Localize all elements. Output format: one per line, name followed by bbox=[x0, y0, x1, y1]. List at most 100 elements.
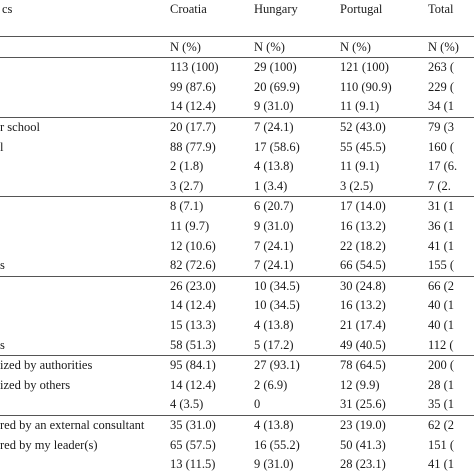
table-cell: 16 (13.2) bbox=[340, 219, 386, 234]
row-label: ized by authorities bbox=[0, 354, 168, 376]
table-row: ized by authorities 95 (84.1) 27 (93.1) 78 … bbox=[0, 354, 474, 376]
row-label: ized by others bbox=[0, 377, 71, 392]
table-cell: 8 (7.1) bbox=[168, 196, 252, 217]
row-label bbox=[0, 275, 168, 297]
table-cell: 28 (23.1) bbox=[340, 457, 386, 472]
table-cell: 4 (13.8) bbox=[252, 414, 338, 436]
unit-row: N (%) N (%) N (%) N (%) bbox=[0, 36, 474, 58]
table-cell: 4 (13.8) bbox=[254, 318, 294, 333]
table-cell: 52 (43.0) bbox=[338, 116, 426, 138]
row-label: r school bbox=[0, 116, 168, 138]
table-cell: 13 (11.5) bbox=[170, 457, 216, 472]
table-row: 3 (2.7) 1 (3.4) 3 (2.5) 7 (2. bbox=[0, 177, 474, 197]
table-row: ized by others 14 (12.4) 2 (6.9) 12 (9.9) 28… bbox=[0, 376, 474, 396]
table-row: 12 (10.6) 7 (24.1) 22 (18.2) 41 (1 bbox=[0, 236, 474, 256]
row-label bbox=[0, 56, 168, 78]
row-label: red by an external consultant bbox=[0, 414, 168, 436]
table-cell: 113 (100) bbox=[168, 56, 252, 78]
table-cell: 3 (2.7) bbox=[170, 178, 204, 193]
table-cell: 66 (54.5) bbox=[340, 258, 386, 273]
table-cell: 121 (100) bbox=[338, 56, 426, 78]
row-label: s bbox=[0, 258, 5, 273]
table-cell: 229 ( bbox=[428, 79, 455, 94]
table-cell: 50 (41.3) bbox=[340, 437, 386, 452]
table-cell: 78 (64.5) bbox=[338, 354, 426, 376]
table-row: 113 (100) 29 (100) 121 (100) 263 ( bbox=[0, 56, 474, 78]
row-label bbox=[0, 316, 168, 336]
row-label bbox=[0, 217, 168, 237]
table-row: red by my leader(s) 65 (57.5) 16 (55.2) 50 … bbox=[0, 435, 474, 455]
row-label bbox=[0, 78, 168, 98]
table-row: 99 (87.6) 20 (69.9) 110 (90.9) 229 ( bbox=[0, 78, 474, 98]
row-label bbox=[0, 196, 168, 217]
table-cell: 95 (84.1) bbox=[168, 354, 252, 376]
table-cell: 14 (12.4) bbox=[170, 99, 216, 114]
table-cell: 5 (17.2) bbox=[254, 337, 294, 352]
table-row: 14 (12.4) 10 (34.5) 16 (13.2) 40 (1 bbox=[0, 296, 474, 316]
column-header-total: Total bbox=[428, 2, 454, 16]
column-header-hungary: Hungary bbox=[254, 2, 298, 16]
unit-cell: N (%) bbox=[168, 36, 252, 58]
table-cell: 12 (10.6) bbox=[170, 238, 216, 253]
table-row: 14 (12.4) 9 (31.0) 11 (9.1) 34 (1 bbox=[0, 97, 474, 117]
table-cell: 10 (34.5) bbox=[252, 275, 338, 297]
table-row: s 82 (72.6) 7 (24.1) 66 (54.5) 155 ( bbox=[0, 256, 474, 276]
table-cell: 66 (2 bbox=[426, 275, 474, 297]
table-cell: 6 (20.7) bbox=[252, 196, 338, 217]
unit-stub bbox=[0, 36, 168, 58]
table-cell: 9 (31.0) bbox=[254, 219, 294, 234]
table-cell: 20 (69.9) bbox=[254, 79, 300, 94]
table-cell: 12 (9.9) bbox=[340, 377, 380, 392]
table-row: l 88 (77.9) 17 (58.6) 55 (45.5) 160 ( bbox=[0, 137, 474, 157]
table-cell: 99 (87.6) bbox=[170, 79, 216, 94]
table-row: 13 (11.5) 9 (31.0) 28 (23.1) 41 (1 bbox=[0, 455, 474, 474]
table-row: s 58 (51.3) 5 (17.2) 49 (40.5) 112 ( bbox=[0, 335, 474, 355]
table-cell: 40 (1 bbox=[428, 318, 455, 333]
table-cell: 10 (34.5) bbox=[254, 298, 300, 313]
table-cell: 17 (58.6) bbox=[254, 139, 300, 154]
table-cell: 200 ( bbox=[426, 354, 474, 376]
table-row: 15 (13.3) 4 (13.8) 21 (17.4) 40 (1 bbox=[0, 316, 474, 336]
row-label: l bbox=[0, 139, 4, 154]
table-cell: 14 (12.4) bbox=[170, 298, 216, 313]
table-cell: 7 (2. bbox=[428, 178, 451, 193]
unit-cell: N (%) bbox=[338, 36, 426, 58]
table-cell: 2 (1.8) bbox=[170, 159, 204, 174]
table-cell: 110 (90.9) bbox=[340, 79, 392, 94]
table-cell: 31 (1 bbox=[426, 196, 474, 217]
table-cell: 26 (23.0) bbox=[168, 275, 252, 297]
table-row: 2 (1.8) 4 (13.8) 11 (9.1) 17 (6. bbox=[0, 157, 474, 177]
row-label bbox=[0, 296, 168, 316]
row-label bbox=[0, 157, 168, 177]
table-cell: 4 (13.8) bbox=[254, 159, 294, 174]
table-cell: 9 (31.0) bbox=[254, 457, 294, 472]
table-row: 8 (7.1) 6 (20.7) 17 (14.0) 31 (1 bbox=[0, 196, 474, 217]
table-row: 26 (23.0) 10 (34.5) 30 (24.8) 66 (2 bbox=[0, 275, 474, 297]
table-cell: 49 (40.5) bbox=[340, 337, 386, 352]
row-label bbox=[0, 236, 168, 256]
row-label bbox=[0, 395, 168, 415]
table-cell: 16 (55.2) bbox=[254, 437, 300, 452]
table-cell: 14 (12.4) bbox=[170, 377, 216, 392]
table-cell: 2 (6.9) bbox=[254, 377, 288, 392]
table-cell: 65 (57.5) bbox=[170, 437, 216, 452]
table-cell: 11 (9.1) bbox=[340, 99, 380, 114]
table-cell: 112 ( bbox=[428, 337, 454, 352]
row-label bbox=[0, 97, 168, 117]
stub-header: cs bbox=[2, 2, 13, 16]
table-cell: 55 (45.5) bbox=[340, 139, 386, 154]
unit-cell: N (%) bbox=[252, 36, 338, 58]
table-cell: 21 (17.4) bbox=[340, 318, 386, 333]
table-cell: 7 (24.1) bbox=[252, 116, 338, 138]
table-cell: 30 (24.8) bbox=[338, 275, 426, 297]
table-cell: 31 (25.6) bbox=[340, 397, 386, 412]
table-cell: 28 (1 bbox=[428, 377, 455, 392]
column-header-portugal: Portugal bbox=[340, 2, 383, 16]
table-cell: 40 (1 bbox=[428, 298, 455, 313]
table-cell: 0 bbox=[254, 397, 261, 412]
table-cell: 79 (3 bbox=[426, 116, 474, 138]
table-cell: 3 (2.5) bbox=[340, 178, 374, 193]
table-row: 11 (9.7) 9 (31.0) 16 (13.2) 36 (1 bbox=[0, 217, 474, 237]
